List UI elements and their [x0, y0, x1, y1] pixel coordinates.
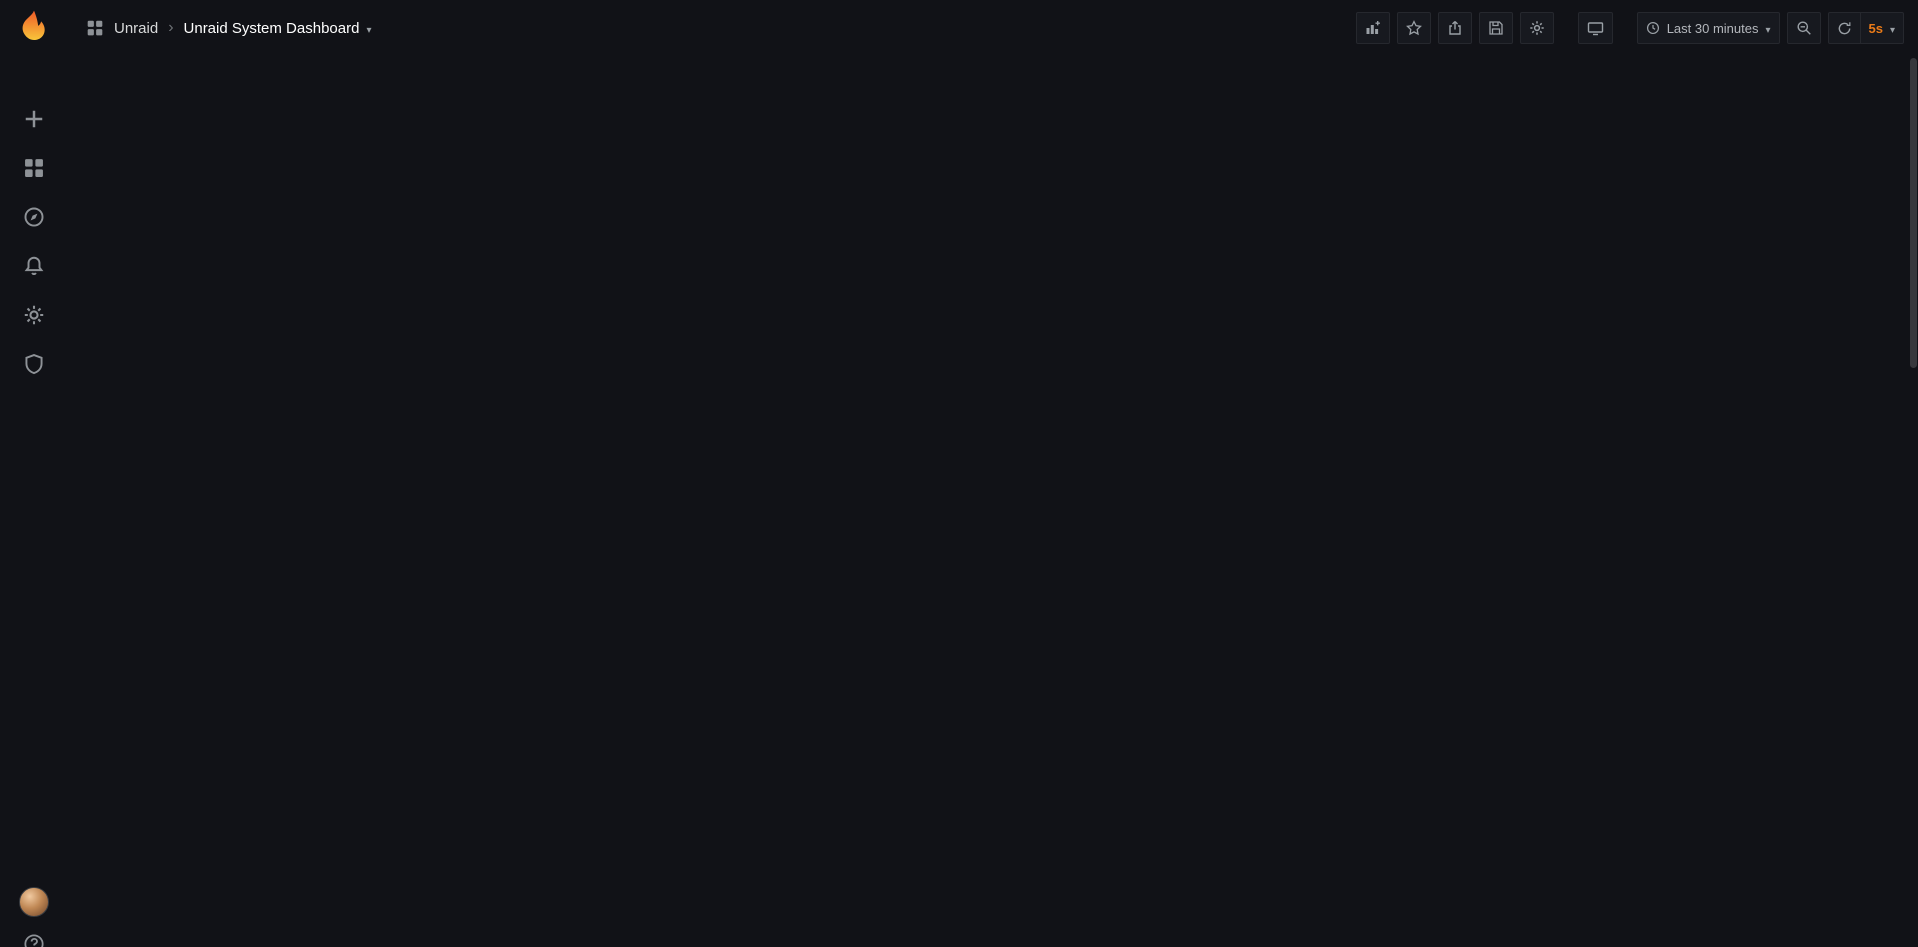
refresh-interval-button[interactable]: 5s	[1860, 12, 1904, 44]
server-admin-shield-icon[interactable]	[23, 353, 45, 375]
share-icon	[1448, 21, 1461, 35]
save-button[interactable]	[1478, 12, 1513, 44]
breadcrumb-separator-icon	[168, 19, 173, 37]
clock-icon	[1646, 21, 1659, 35]
sidebar	[0, 0, 68, 947]
apps-grid-icon[interactable]	[86, 19, 104, 37]
refresh-interval-label: 5s	[1868, 20, 1883, 36]
grafana-logo-icon[interactable]	[13, 8, 55, 50]
navbar-actions: Last 30 minutes 5s	[1355, 12, 1904, 44]
sidebar-bottom	[19, 887, 49, 947]
save-icon	[1489, 21, 1503, 35]
tv-mode-button[interactable]	[1577, 12, 1613, 44]
top-navbar: Unraid Unraid System Dashboard	[68, 0, 1918, 56]
time-picker-button[interactable]: Last 30 minutes	[1636, 12, 1780, 44]
gear-icon	[1529, 21, 1544, 35]
add-panel-icon	[1366, 21, 1380, 34]
refresh-button[interactable]	[1827, 12, 1861, 44]
scrollbar-thumb[interactable]	[1910, 58, 1917, 368]
page-scrollbar[interactable]	[1910, 56, 1917, 947]
refresh-icon	[1838, 21, 1850, 34]
star-button[interactable]	[1396, 12, 1431, 44]
user-avatar[interactable]	[19, 887, 49, 917]
configuration-gear-icon[interactable]	[23, 304, 45, 326]
share-button[interactable]	[1437, 12, 1472, 44]
add-panel-button[interactable]	[1355, 12, 1390, 44]
star-icon	[1405, 20, 1422, 36]
breadcrumb-folder[interactable]: Unraid	[114, 19, 159, 37]
zoom-out-icon	[1797, 21, 1811, 35]
explore-compass-icon[interactable]	[23, 206, 45, 228]
tv-icon	[1587, 22, 1603, 36]
dashboard-settings-button[interactable]	[1519, 12, 1554, 44]
alerting-bell-icon[interactable]	[23, 255, 45, 277]
dashboard-title[interactable]: Unraid System Dashboard	[184, 20, 372, 37]
time-range-label: Last 30 minutes	[1666, 20, 1759, 36]
dashboards-icon[interactable]	[23, 157, 45, 179]
sidebar-menu	[23, 108, 45, 375]
help-icon[interactable]	[23, 933, 45, 947]
plus-icon[interactable]	[23, 108, 45, 130]
dashboard-canvas: kWh Price 0.65 Currency kr UPS Max Outpu…	[68, 56, 86, 78]
zoom-out-button[interactable]	[1786, 12, 1821, 44]
chevron-down-icon	[1890, 21, 1895, 36]
breadcrumb: Unraid Unraid System Dashboard	[86, 19, 371, 37]
chevron-down-icon	[1765, 21, 1770, 36]
chevron-down-icon	[366, 20, 371, 37]
dashboard-title-label: Unraid System Dashboard	[183, 19, 360, 37]
